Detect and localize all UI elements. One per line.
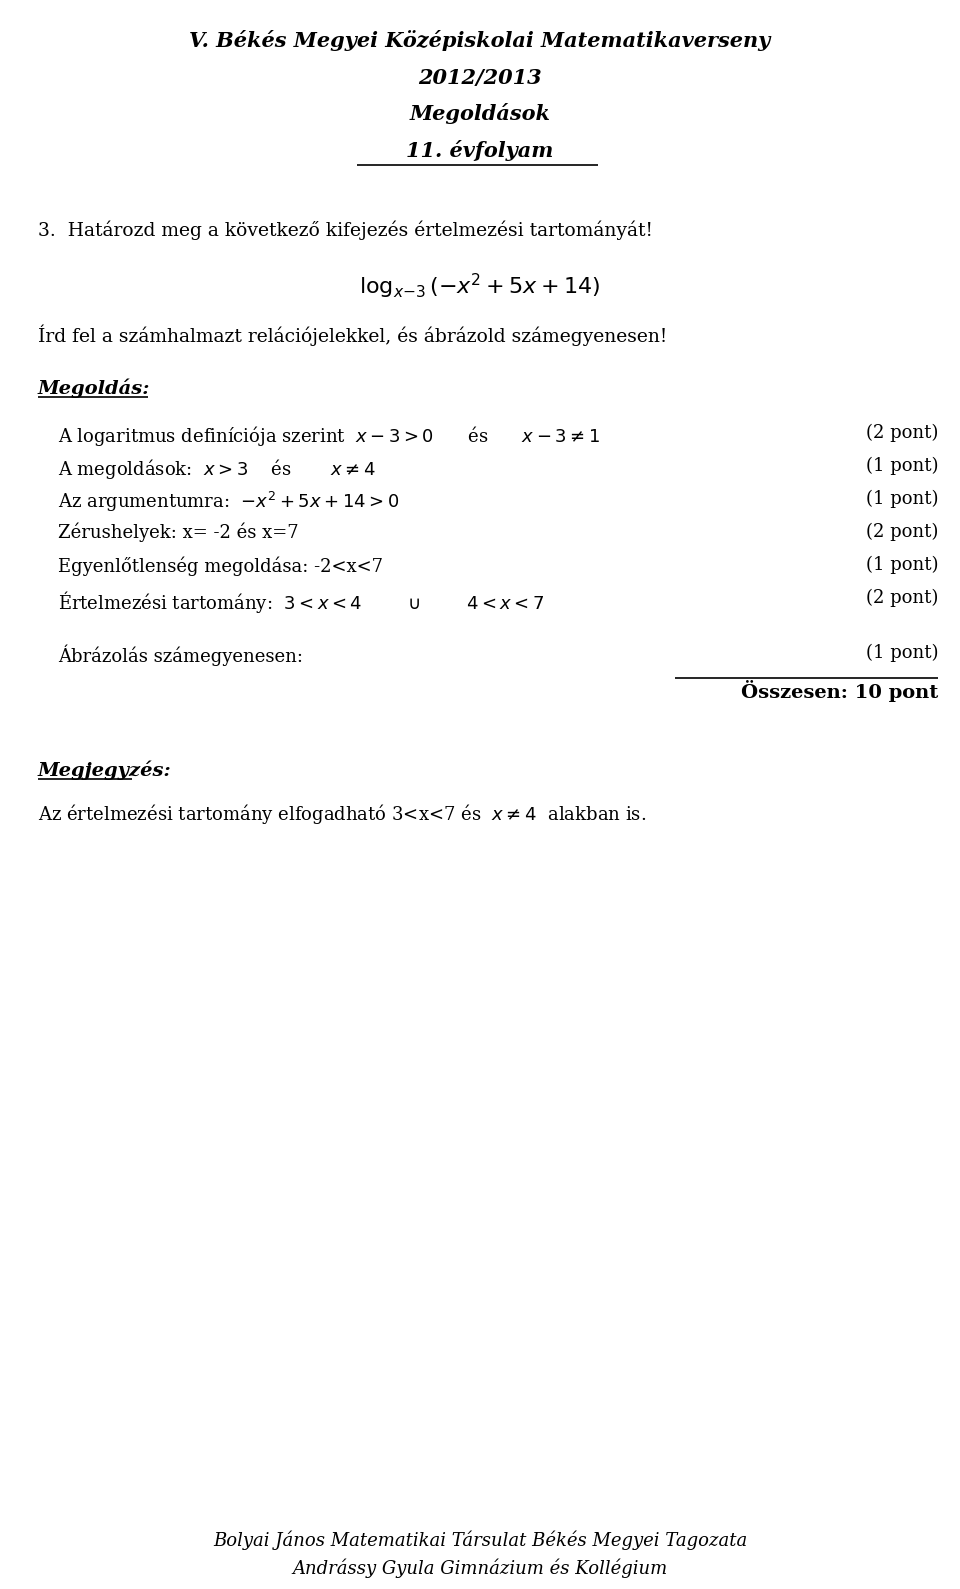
Text: (1 pont): (1 pont)	[866, 556, 938, 574]
Text: (2 pont): (2 pont)	[866, 523, 938, 542]
Text: Értelmezési tartomány:  $3 < x < 4$        $\cup$        $4 < x < 7$: Értelmezési tartomány: $3 < x < 4$ $\cup…	[58, 590, 544, 615]
Text: Zérushelyek: x= -2 és x=7: Zérushelyek: x= -2 és x=7	[58, 523, 299, 542]
Text: A logaritmus definíciója szerint  $x-3>0$      és      $x-3\neq 1$: A logaritmus definíciója szerint $x-3>0$…	[58, 424, 600, 448]
Text: 3.  Határozd meg a következő kifejezés értelmezési tartományát!: 3. Határozd meg a következő kifejezés ér…	[38, 219, 653, 240]
Text: Összesen: 10 pont: Összesen: 10 pont	[741, 680, 938, 702]
Text: (2 pont): (2 pont)	[866, 590, 938, 607]
Text: $\log_{x-3}(-x^2+5x+14)$: $\log_{x-3}(-x^2+5x+14)$	[359, 272, 601, 302]
Text: Ábrázolás számegyenesen:: Ábrázolás számegyenesen:	[58, 644, 303, 666]
Text: Az argumentumra:  $-x^2+5x+14>0$: Az argumentumra: $-x^2+5x+14>0$	[58, 489, 399, 515]
Text: A megoldások:  $x>3$    és       $x\neq 4$: A megoldások: $x>3$ és $x\neq 4$	[58, 458, 375, 481]
Text: 2012/2013: 2012/2013	[419, 68, 541, 87]
Text: V. Békés Megyei Középiskolai Matematikaverseny: V. Békés Megyei Középiskolai Matematikav…	[189, 30, 771, 51]
Text: 11. évfolyam: 11. évfolyam	[406, 140, 554, 160]
Text: Andrássy Gyula Gimnázium és Kollégium: Andrássy Gyula Gimnázium és Kollégium	[293, 1557, 667, 1578]
Text: Egyenlőtlenség megoldása: -2<x<7: Egyenlőtlenség megoldása: -2<x<7	[58, 556, 383, 575]
Text: Megjegyzés:: Megjegyzés:	[38, 760, 172, 780]
Text: (2 pont): (2 pont)	[866, 424, 938, 442]
Text: Írd fel a számhalmazt relációjelekkel, és ábrázold számegyenesen!: Írd fel a számhalmazt relációjelekkel, é…	[38, 326, 667, 346]
Text: Megoldások: Megoldások	[410, 103, 550, 124]
Text: (1 pont): (1 pont)	[866, 489, 938, 508]
Text: (1 pont): (1 pont)	[866, 458, 938, 475]
Text: Az értelmezési tartomány elfogadható 3<x<7 és  $x\neq 4$  alakban is.: Az értelmezési tartomány elfogadható 3<x…	[38, 802, 646, 826]
Text: Bolyai János Matematikai Társulat Békés Megyei Tagozata: Bolyai János Matematikai Társulat Békés …	[213, 1530, 747, 1549]
Text: (1 pont): (1 pont)	[866, 644, 938, 663]
Text: Megoldás:: Megoldás:	[38, 378, 151, 397]
